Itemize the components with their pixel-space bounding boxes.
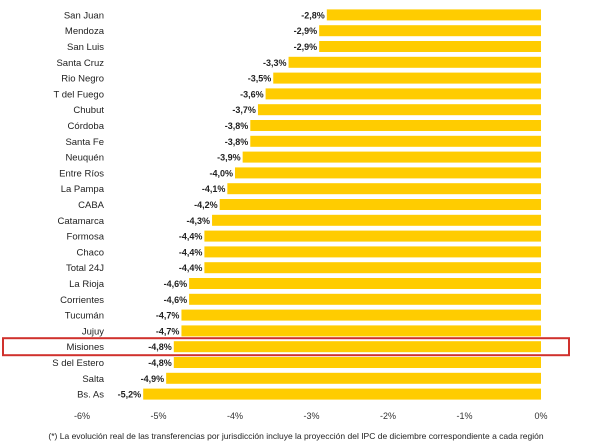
category-label: La Pampa (61, 184, 105, 195)
category-label: Chaco (77, 247, 104, 258)
value-label: -2,9% (294, 26, 318, 36)
category-label: Entre Ríos (59, 168, 104, 179)
bar (189, 278, 541, 289)
value-label: -3,5% (248, 74, 272, 84)
value-label: -2,8% (301, 10, 325, 20)
bar (319, 25, 541, 37)
bar (166, 372, 541, 384)
value-label: -4,1% (202, 184, 226, 194)
x-tick-label: 0% (534, 411, 547, 421)
x-tick-label: -4% (227, 411, 243, 421)
value-label: -4,8% (148, 342, 172, 352)
category-label: La Rioja (69, 279, 105, 290)
bar (326, 9, 541, 21)
bar (319, 41, 541, 52)
x-tick-label: -1% (456, 411, 472, 421)
value-label: -4,9% (141, 374, 165, 384)
value-label: -3,8% (225, 137, 249, 147)
bar (257, 104, 541, 116)
bar (143, 388, 541, 400)
category-label: Bs. As (77, 390, 104, 401)
value-label: -3,3% (263, 58, 287, 68)
bar (235, 167, 541, 179)
bar (204, 230, 541, 242)
bar (227, 183, 541, 195)
category-label: Total 24J (66, 263, 104, 274)
value-label: -2,9% (294, 42, 318, 52)
value-label: -4,0% (209, 168, 233, 178)
bar (204, 246, 541, 258)
bar-chart: San Juan -2,8% Mendoza -2,9% San Luis -2,9% Sa… (2, 9, 570, 421)
bar (273, 72, 541, 84)
value-label: -3,6% (240, 89, 264, 99)
category-label: Formosa (67, 232, 105, 243)
value-label: -4,7% (156, 311, 180, 321)
value-label: -4,8% (148, 358, 172, 368)
value-label: -5,2% (118, 390, 142, 400)
category-label: Corrientes (60, 295, 104, 306)
category-label: S del Estero (52, 358, 104, 369)
bar (212, 214, 542, 226)
category-label: Salta (82, 374, 104, 385)
value-label: -4,4% (179, 247, 203, 257)
x-tick-label: -5% (150, 411, 166, 421)
value-label: -4,2% (194, 200, 218, 210)
category-label: San Juan (64, 10, 104, 21)
value-label: -4,4% (179, 263, 203, 273)
footnote: (*) La evolución real de las transferenc… (48, 431, 544, 441)
value-label: -4,4% (179, 232, 203, 242)
bar (173, 341, 542, 353)
x-tick-label: -3% (303, 411, 319, 421)
category-label: Santa Cruz (56, 58, 104, 69)
category-label: Catamarca (58, 216, 105, 227)
bar (250, 120, 542, 131)
value-label: -4,3% (187, 216, 211, 226)
category-label: San Luis (67, 42, 104, 53)
category-label: Córdoba (68, 121, 105, 132)
highlight-box (2, 337, 570, 357)
value-label: -4,7% (156, 326, 180, 336)
value-label: -3,9% (217, 153, 241, 163)
x-tick-label: -2% (380, 411, 396, 421)
category-label: Tucumán (65, 311, 104, 322)
value-label: -4,6% (164, 295, 188, 305)
bar (242, 151, 541, 163)
bar (173, 357, 542, 368)
category-label: Santa Fe (65, 137, 104, 148)
bar (181, 325, 541, 337)
category-label: Mendoza (65, 26, 105, 37)
bar (189, 293, 541, 305)
value-label: -4,6% (164, 279, 188, 289)
bar (181, 309, 541, 321)
bar (204, 262, 541, 274)
value-label: -3,7% (232, 105, 256, 115)
category-label: T del Fuego (53, 89, 104, 100)
bar (265, 88, 541, 100)
x-tick-label: -6% (74, 411, 90, 421)
category-label: Jujuy (82, 326, 104, 337)
bar (250, 135, 542, 147)
bar (219, 199, 541, 210)
category-label: Rio Negro (61, 74, 104, 85)
category-label: Neuquén (65, 153, 104, 164)
category-label: Chubut (73, 105, 104, 116)
category-label: Misiones (67, 342, 105, 353)
category-label: CABA (78, 200, 105, 211)
bar (288, 56, 541, 68)
value-label: -3,8% (225, 121, 249, 131)
